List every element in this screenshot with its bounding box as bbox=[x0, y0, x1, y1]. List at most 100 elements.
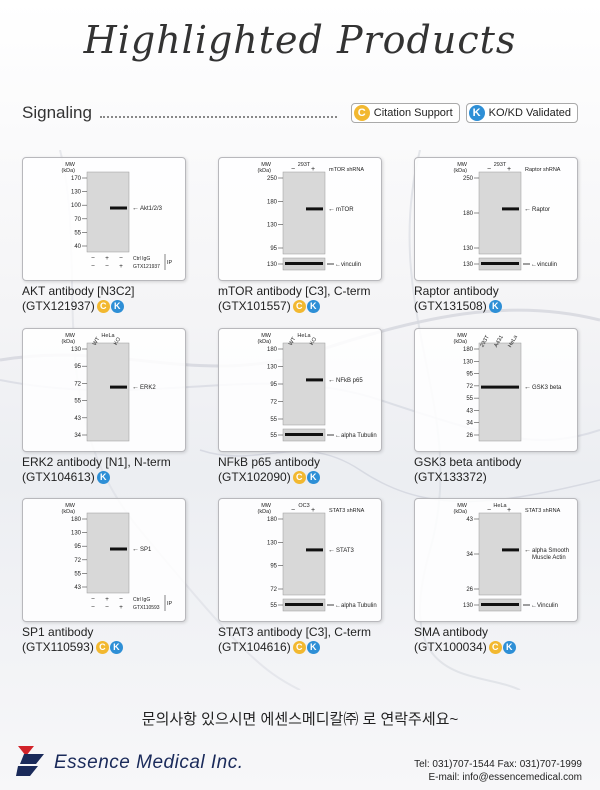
product-catalog: (GTX133372) bbox=[414, 470, 594, 485]
mw-label: MW bbox=[457, 333, 468, 339]
product-name: mTOR antibody [C3], C-term bbox=[218, 284, 371, 298]
loading-band bbox=[481, 262, 519, 265]
mw-marker: 72 bbox=[270, 587, 277, 593]
ko-validated-label: KO/KD Validated bbox=[488, 107, 571, 119]
arrow: ← bbox=[524, 384, 531, 391]
arrow: ← bbox=[328, 547, 335, 554]
product-card[interactable]: MW (kDa) 170 130 100 70 55 40 ← Akt1/2/3− + − Ctrl I… bbox=[22, 157, 186, 281]
lane-sign: − bbox=[119, 596, 123, 603]
target-label: alpha Smooth Muscle Actin bbox=[532, 548, 569, 561]
mw-marker: 55 bbox=[74, 571, 81, 577]
mw-marker: 180 bbox=[267, 199, 278, 205]
arrow: ← bbox=[524, 547, 531, 554]
product-name: ERK2 antibody [N1], N-term bbox=[22, 455, 171, 469]
mw-marker: 130 bbox=[71, 531, 82, 537]
product-card[interactable]: MW (kDa) HeLa WT KO 130 95 72 55 43 34 ← ERK2 bbox=[22, 328, 186, 452]
target-label: Akt1/2/3 bbox=[140, 206, 163, 212]
loading-control-label: vinculin bbox=[341, 262, 361, 268]
loading-control-label: Vinculin bbox=[537, 603, 558, 609]
ko-validated-badge: K KO/KD Validated bbox=[465, 103, 578, 123]
product-caption[interactable]: AKT antibody [N3C2] (GTX121937) C K bbox=[22, 284, 202, 314]
arrow: ← bbox=[328, 377, 335, 384]
product-catalog: (GTX100034) C K bbox=[414, 640, 594, 655]
lane-row-label: Ctrl IgG bbox=[133, 256, 150, 262]
product-caption[interactable]: mTOR antibody [C3], C-term (GTX101557) C K bbox=[218, 284, 398, 314]
product-card[interactable]: MW (kDa) 293T − + Raptor shRNA 250 180 130 130 ← vi… bbox=[414, 157, 578, 281]
citation-support-badge: C Citation Support bbox=[350, 103, 460, 123]
product-caption[interactable]: SP1 antibody (GTX110593) C K bbox=[22, 625, 202, 655]
mw-marker: 43 bbox=[74, 585, 81, 591]
product-caption[interactable]: GSK3 beta antibody (GTX133372) bbox=[414, 455, 594, 485]
catalog-number: (GTX121937) bbox=[22, 299, 95, 313]
mw-marker: 250 bbox=[463, 176, 474, 182]
target-label: ERK2 bbox=[140, 385, 156, 391]
mw-marker: 250 bbox=[267, 176, 278, 182]
product-caption[interactable]: ERK2 antibody [N1], N-term (GTX104613) K bbox=[22, 455, 202, 485]
mw-marker: 180 bbox=[71, 517, 82, 523]
product-card[interactable]: MW (kDa) OC3− + STAT3 shRNA 180 130 95 72 55 ← alph… bbox=[218, 498, 382, 622]
arrow: ← bbox=[335, 433, 341, 439]
ko-icon: K bbox=[109, 641, 123, 655]
product-card[interactable]: MW (kDa) 293T − + mTOR shRNA 250 180 130 95 130 ← vi… bbox=[218, 157, 382, 281]
lane-sign: + bbox=[119, 263, 123, 270]
ko-icon: K bbox=[96, 471, 110, 485]
lane-plus: + bbox=[507, 507, 511, 514]
product-caption[interactable]: STAT3 antibody [C3], C-term (GTX104616) C K bbox=[218, 625, 398, 655]
product-card[interactable]: MW (kDa) HeLa WT KO 180 130 95 72 55 55 ← alpha Tubu… bbox=[218, 328, 382, 452]
product-card[interactable]: MW (kDa) 293T A431 HeLa 180 130 95 72 55 43 34 26 ← GS… bbox=[414, 328, 578, 452]
target-label: Raptor bbox=[532, 207, 550, 213]
lane-label: A431 bbox=[493, 334, 505, 348]
product-card[interactable]: MW (kDa) 180 130 95 72 55 43 ← SP1− + − Ctrl IgG − − + G… bbox=[22, 498, 186, 622]
arrow: ← bbox=[335, 603, 341, 609]
section-header: Signaling C Citation Support K KO/KD Val… bbox=[22, 100, 578, 126]
mw-marker: 34 bbox=[466, 552, 473, 558]
product-card[interactable]: MW (kDa) HeLa − + STAT3 shRNA 43 34 26 130 ← Vincul… bbox=[414, 498, 578, 622]
product-name: SP1 antibody bbox=[22, 625, 94, 639]
lane-label: KO bbox=[309, 336, 319, 347]
target-band bbox=[306, 378, 323, 382]
arrow: ← bbox=[132, 384, 139, 391]
product-catalog: (GTX104616) C K bbox=[218, 640, 398, 655]
product-caption[interactable]: Raptor antibody (GTX131508) K bbox=[414, 284, 594, 314]
product-caption[interactable]: SMA antibody (GTX100034) C K bbox=[414, 625, 594, 655]
loading-band bbox=[285, 262, 323, 265]
ip-label: IP bbox=[167, 601, 173, 607]
mw-marker: 95 bbox=[74, 544, 81, 550]
mw-marker: 130 bbox=[267, 262, 278, 268]
mw-marker: 130 bbox=[71, 347, 82, 353]
citation-icon: C bbox=[292, 641, 306, 655]
mw-marker: 72 bbox=[466, 384, 473, 390]
mw-marker: 130 bbox=[463, 246, 474, 252]
mw-marker: 70 bbox=[74, 217, 81, 223]
dotted-divider bbox=[99, 108, 337, 118]
loading-band bbox=[285, 433, 323, 436]
arrow: ← bbox=[531, 603, 537, 609]
lane-header-label: STAT3 shRNA bbox=[525, 508, 561, 514]
mw-marker: 55 bbox=[270, 433, 277, 439]
mw-marker: 130 bbox=[463, 603, 474, 609]
mw-marker: 95 bbox=[270, 564, 277, 570]
company-logo-block: Essence Medical Inc. bbox=[14, 742, 244, 778]
gel-lane-area bbox=[86, 512, 130, 594]
ko-icon: K bbox=[468, 105, 485, 121]
mw-marker: 43 bbox=[74, 416, 81, 422]
gel-lane-area bbox=[282, 512, 326, 596]
ko-icon: K bbox=[502, 641, 516, 655]
company-name: Essence Medical Inc. bbox=[54, 752, 244, 773]
lane-header-label: STAT3 shRNA bbox=[329, 508, 365, 514]
lane-label: WT bbox=[92, 336, 102, 347]
mw-marker: 95 bbox=[270, 246, 277, 252]
product-catalog: (GTX131508) K bbox=[414, 299, 594, 314]
lane-label: 293T bbox=[479, 334, 491, 348]
product-caption[interactable]: NFkB p65 antibody (GTX102090) C K bbox=[218, 455, 398, 485]
citation-icon: C bbox=[95, 641, 109, 655]
mw-marker: 43 bbox=[466, 517, 473, 523]
lane-minus: − bbox=[291, 166, 295, 173]
mw-label: MW bbox=[65, 503, 76, 509]
mw-marker: 40 bbox=[74, 244, 81, 250]
catalog-number: (GTX100034) bbox=[414, 640, 487, 654]
loading-control-label: alpha Tubulin bbox=[341, 433, 377, 439]
contact-phone: Tel: 031)707-1544 Fax: 031)707-1999 bbox=[414, 759, 582, 770]
